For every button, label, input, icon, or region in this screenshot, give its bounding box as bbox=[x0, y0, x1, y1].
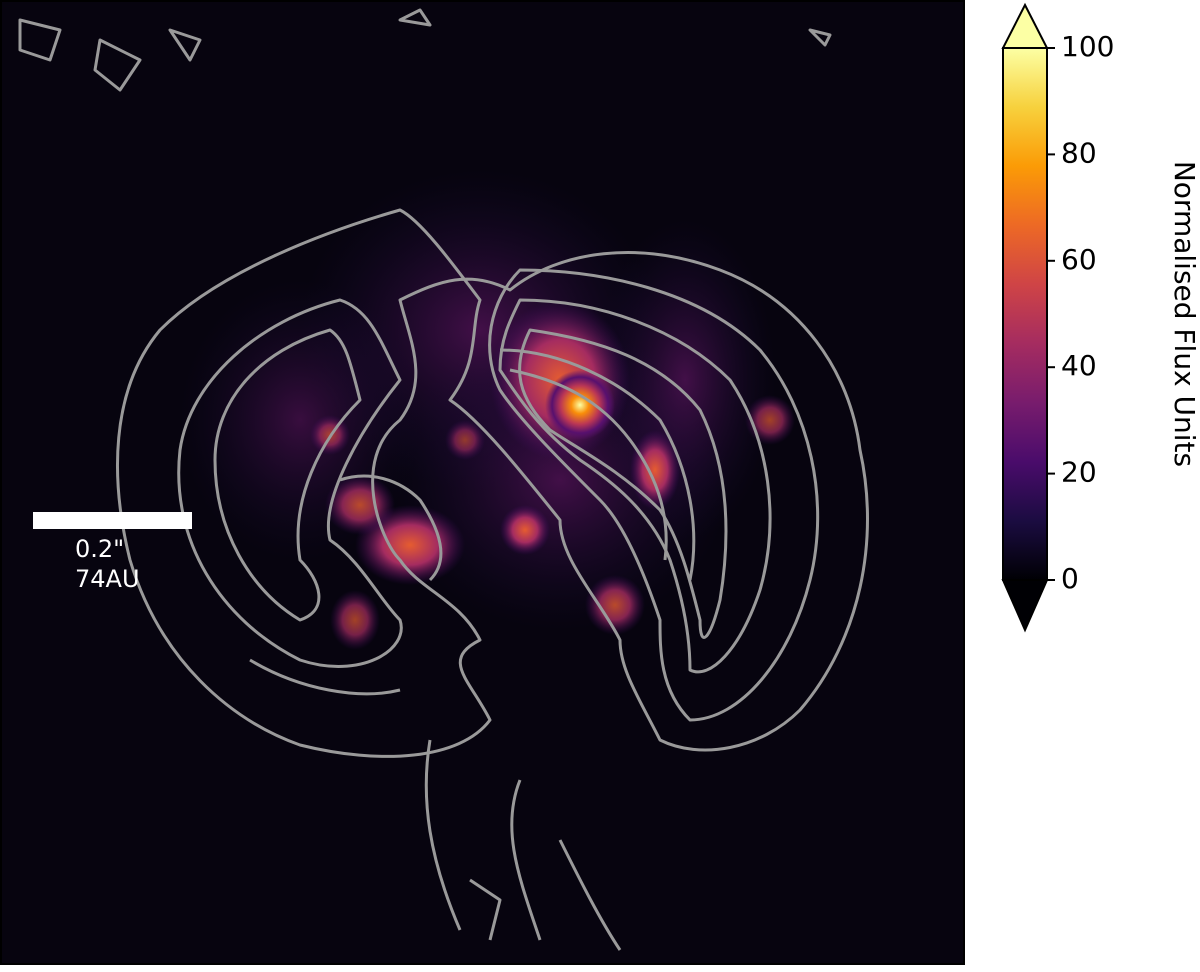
colorbar-tick-label: 80 bbox=[1061, 136, 1097, 169]
colorbar: 0 20 40 60 80 100 bbox=[1001, 2, 1114, 633]
colorbar-extend-min bbox=[1001, 579, 1049, 633]
scale-bar-label: 74AU bbox=[75, 565, 140, 593]
colorbar-tick-label: 20 bbox=[1061, 456, 1097, 489]
colorbar-tick-label: 0 bbox=[1061, 562, 1079, 595]
emission bbox=[180, 170, 795, 650]
scale-bar bbox=[33, 512, 192, 529]
colorbar-tick-label: 100 bbox=[1061, 30, 1114, 63]
image-panel: 0.2" 74AU bbox=[0, 0, 965, 965]
colorbar-gradient bbox=[1002, 47, 1048, 581]
colorbar-label: Normalised Flux Units bbox=[1168, 161, 1200, 467]
colorbar-tick-label: 40 bbox=[1061, 349, 1097, 382]
contours bbox=[18, 8, 869, 951]
colorbar-extend-max bbox=[1001, 2, 1049, 49]
colorbar-tick-label: 60 bbox=[1061, 243, 1097, 276]
scale-bar-label: 0.2" bbox=[75, 535, 124, 563]
